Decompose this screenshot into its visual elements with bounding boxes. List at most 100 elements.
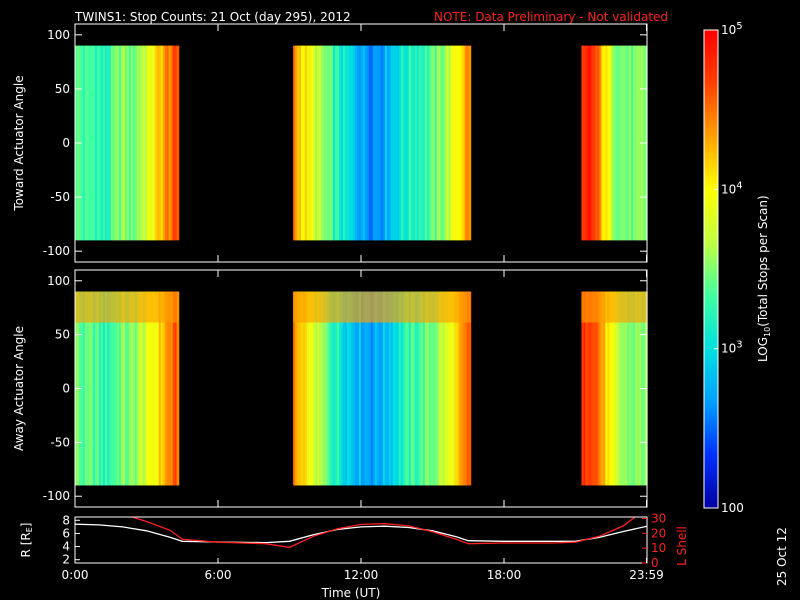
heatmap-strip (426, 45, 430, 241)
heatmap-strip (321, 291, 324, 486)
heatmap-strip (124, 45, 128, 241)
heatmap-strip (156, 45, 160, 241)
heatmap-strip (412, 45, 416, 241)
heatmap-strip (82, 291, 86, 486)
heatmap-strip (591, 45, 594, 241)
heatmap-strip (436, 45, 440, 241)
heatmap-strip (448, 291, 452, 486)
y-tick-label: 2 (62, 553, 70, 567)
x-tick-label: 0:00 (62, 568, 89, 582)
heatmap-strip (637, 291, 640, 486)
heatmap-strip (583, 45, 587, 241)
heatmap-strip (370, 291, 374, 486)
heatmap-strip (166, 291, 170, 486)
heatmap-strip (400, 45, 404, 241)
heatmap-strip (404, 45, 408, 241)
l-shell-line (132, 517, 636, 549)
heatmap-strip (162, 45, 166, 241)
heatmap-strip (297, 45, 300, 241)
heatmap-strip (613, 45, 616, 241)
heatmap-strip (313, 45, 316, 241)
heatmap-strip (390, 45, 394, 241)
heatmap-strip (434, 291, 438, 486)
heatmap-strip (94, 45, 98, 241)
heatmap-strip (168, 45, 172, 241)
heatmap-strip (299, 291, 302, 486)
heatmap-strip (444, 291, 448, 486)
heatmap-strip (583, 291, 587, 486)
heatmap-strip (142, 291, 146, 486)
heatmap-strip (384, 291, 388, 486)
y-tick-label: 4 (62, 540, 70, 554)
heatmap-strip (422, 291, 426, 486)
heatmap-strip (342, 291, 346, 486)
heatmap-strip (601, 45, 604, 241)
heatmap-strip (372, 291, 376, 486)
heatmap-strip (138, 291, 142, 486)
heatmap-strip (350, 291, 354, 486)
heatmap-strip (450, 45, 454, 241)
heatmap-strip (581, 45, 585, 241)
heatmap-strip (174, 291, 178, 486)
preliminary-note: NOTE: Data Preliminary - Not validated (434, 10, 668, 24)
heatmap-strip (166, 45, 170, 241)
heatmap-strip (607, 45, 610, 241)
heatmap-strip (376, 45, 380, 241)
heatmap-strip (625, 45, 628, 241)
heatmap-strip (400, 291, 404, 486)
heatmap-strip (88, 291, 92, 486)
heatmap-strip (130, 291, 134, 486)
heatmap-strip (354, 291, 358, 486)
heatmap-strip (330, 45, 334, 241)
heatmap-strip (466, 291, 470, 486)
heatmap-strip (311, 45, 314, 241)
y2-tick-label: 0 (651, 556, 659, 570)
heatmap-strip (148, 45, 152, 241)
heatmap-strip (172, 291, 176, 486)
heatmap-strip (332, 291, 336, 486)
heatmap-strip (607, 291, 610, 486)
heatmap-strip (633, 45, 636, 241)
heatmap-strip (432, 291, 436, 486)
heatmap-strip (430, 45, 434, 241)
heatmap-strip (150, 291, 154, 486)
heatmap-strip (128, 291, 132, 486)
heatmap-strip (454, 45, 458, 241)
heatmap-strip (414, 45, 418, 241)
heatmap-strip (605, 291, 608, 486)
y-tick-label: 100 (47, 28, 70, 42)
heatmap-strip (378, 291, 382, 486)
heatmap-strip (392, 291, 396, 486)
heatmap-strip (114, 291, 118, 486)
heatmap-strip (358, 45, 362, 241)
heatmap-strip (631, 291, 634, 486)
heatmap-strip (106, 291, 110, 486)
heatmap-strip (164, 291, 168, 486)
heatmap-strip (305, 291, 308, 486)
heatmap-strip (92, 45, 96, 241)
colorbar-tick-label: 100 (721, 501, 744, 515)
heatmap-strip (454, 291, 458, 486)
heatmap-strip (122, 291, 126, 486)
heatmap-strip (130, 45, 134, 241)
heatmap-strip (589, 45, 592, 241)
heatmap-strip (154, 291, 158, 486)
heatmap-strip (360, 45, 364, 241)
heatmap-strip (156, 291, 160, 486)
heatmap-strip (346, 291, 350, 486)
heatmap-strip (293, 45, 296, 241)
heatmap-strip (110, 291, 114, 486)
heatmap-strip (623, 45, 626, 241)
x-tick-label: 18:00 (487, 568, 522, 582)
heatmap-strip (152, 45, 156, 241)
heatmap-strip (605, 45, 608, 241)
heatmap-strip (589, 291, 592, 486)
y-tick-label: 6 (62, 526, 70, 540)
heatmap-strip (144, 45, 148, 241)
heatmap-strip (146, 291, 150, 486)
heatmap-strip (599, 291, 602, 486)
heatmap-strip (428, 291, 432, 486)
heatmap-strip (326, 291, 330, 486)
heatmap-strip (323, 291, 326, 486)
